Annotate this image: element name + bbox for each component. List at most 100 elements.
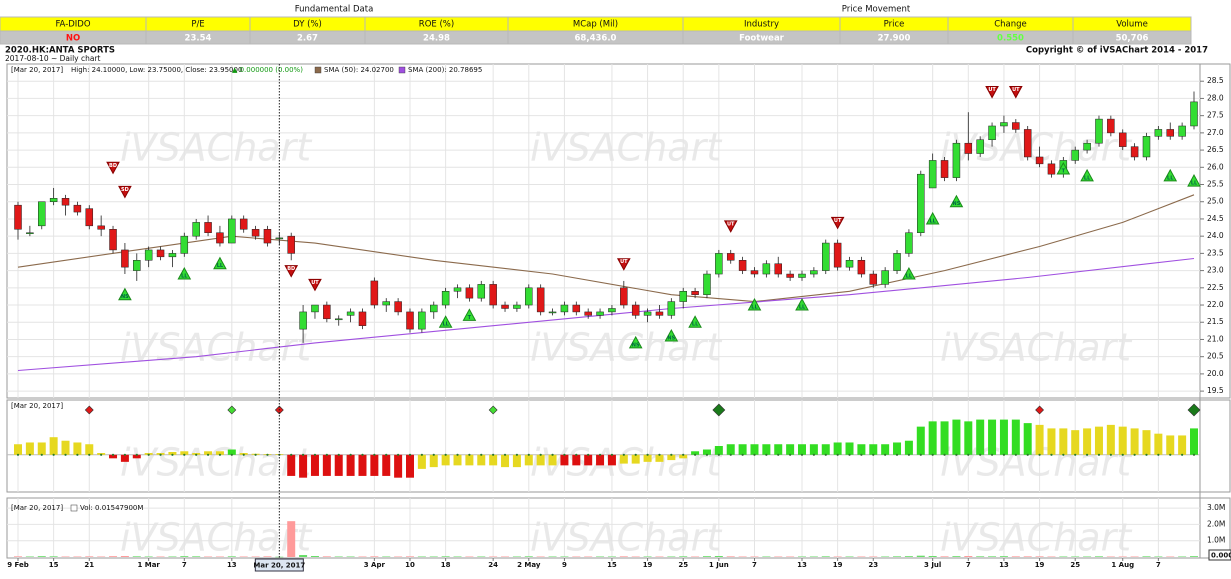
baseline-dot — [1097, 453, 1101, 456]
signal-label: NS — [667, 336, 675, 342]
indicator-bar — [441, 454, 450, 466]
volume-bar — [287, 521, 296, 557]
baseline-dot — [1192, 453, 1196, 456]
baseline-dot — [741, 453, 744, 456]
signal-label: LL — [217, 263, 224, 269]
volume-bar — [132, 556, 141, 557]
candle-body — [1178, 125, 1186, 137]
indicator-bar — [1142, 430, 1151, 455]
indicator-bar — [227, 449, 236, 455]
indicator-bar — [691, 451, 700, 455]
baseline-dot — [907, 453, 911, 456]
volume-bar — [881, 556, 890, 558]
baseline-dot — [254, 453, 257, 456]
baseline-dot — [397, 453, 400, 456]
volume-bar — [798, 556, 806, 558]
candle-body — [1166, 129, 1174, 137]
candle-body — [239, 218, 248, 230]
watermark: iVSAChart — [530, 326, 723, 370]
y-tick-label: 1.0M — [1207, 536, 1225, 545]
candle-body — [1130, 146, 1139, 158]
signal-arrow — [1056, 161, 1071, 175]
indicator-bar — [168, 451, 177, 455]
signal-label: LL — [906, 274, 913, 280]
crosshair-label: Mar 20, 2017 — [253, 562, 305, 570]
baseline-dot — [1109, 453, 1112, 456]
baseline-dot — [682, 453, 685, 456]
candle-body — [394, 301, 402, 313]
x-tick-label: 3 Jul — [924, 561, 941, 569]
volume-bar — [774, 556, 783, 558]
indicator-bar — [37, 442, 46, 455]
candle-body — [216, 232, 224, 244]
signal-label: LL — [692, 322, 699, 328]
signal-label: LL — [181, 274, 188, 280]
baseline-dot — [373, 453, 376, 456]
y-tick-label: 3.0M — [1207, 503, 1225, 512]
baseline-dot — [64, 453, 67, 456]
candle-body — [501, 304, 509, 309]
volume-bar — [940, 556, 949, 557]
volume-bar — [204, 556, 213, 558]
volume-bar — [750, 556, 759, 558]
indicator-bar — [477, 454, 486, 466]
signal-label: NS — [632, 342, 640, 348]
indicator-bar — [61, 440, 70, 455]
baseline-dot — [349, 453, 352, 456]
volume-bar — [726, 556, 735, 557]
x-tick-label: 13 — [797, 561, 807, 569]
volume-bar — [1083, 556, 1092, 558]
baseline-dot — [919, 453, 922, 456]
signal-label: LL — [929, 218, 936, 224]
candle-body — [430, 304, 438, 313]
info-date: [Mar 20, 2017] — [11, 66, 63, 74]
indicator-bar — [762, 444, 771, 455]
baseline-dot — [967, 453, 970, 456]
volume-bar — [334, 556, 343, 558]
baseline-dot — [884, 453, 887, 456]
indicator-bar — [394, 454, 403, 478]
volume-bar — [869, 556, 878, 558]
candle-body — [477, 284, 486, 299]
indicator-bar — [881, 444, 890, 455]
indicator-bar — [596, 454, 605, 466]
candle-body — [299, 311, 307, 330]
candle-body — [121, 249, 129, 268]
volume-bar — [548, 556, 557, 558]
candle-body — [560, 304, 569, 313]
column-label: MCap (Mil) — [573, 20, 618, 30]
volume-bar — [1166, 556, 1175, 558]
crosshair-box — [254, 558, 304, 572]
candle-body — [1035, 156, 1044, 165]
candle-body — [49, 198, 58, 202]
indicator-bar — [857, 444, 866, 455]
volume-bar — [738, 556, 747, 558]
indicator-bar — [512, 454, 521, 468]
volume-bar — [1154, 556, 1163, 558]
indicator-bar — [406, 454, 414, 478]
signal-diamond — [488, 405, 498, 415]
info-ohlc: High: 24.10000, Low: 23.75000, Close: 23… — [71, 66, 242, 74]
watermark: iVSAChart — [120, 441, 313, 485]
indicator-bar — [109, 454, 118, 459]
volume-bar — [607, 556, 616, 558]
volume-bar — [1106, 556, 1115, 558]
candle-body — [263, 229, 272, 244]
baseline-dot — [729, 453, 732, 456]
volume-bar — [714, 556, 723, 557]
candle-body — [536, 287, 545, 313]
candle-body — [192, 222, 200, 237]
indicator-bar — [322, 454, 331, 476]
baseline-dot — [693, 453, 697, 456]
x-tick-label: 19 — [1035, 561, 1045, 569]
signal-label: SD — [121, 187, 129, 193]
volume-bar — [1178, 556, 1187, 558]
indicator-bar — [346, 454, 355, 476]
indicator-bar — [49, 437, 58, 455]
value-cell — [1072, 30, 1192, 45]
candle-body — [655, 311, 664, 316]
signal-label: UT — [620, 259, 628, 265]
volume-bar — [512, 556, 521, 558]
baseline-dot — [444, 453, 447, 456]
x-tick-label: 25 — [678, 561, 688, 569]
